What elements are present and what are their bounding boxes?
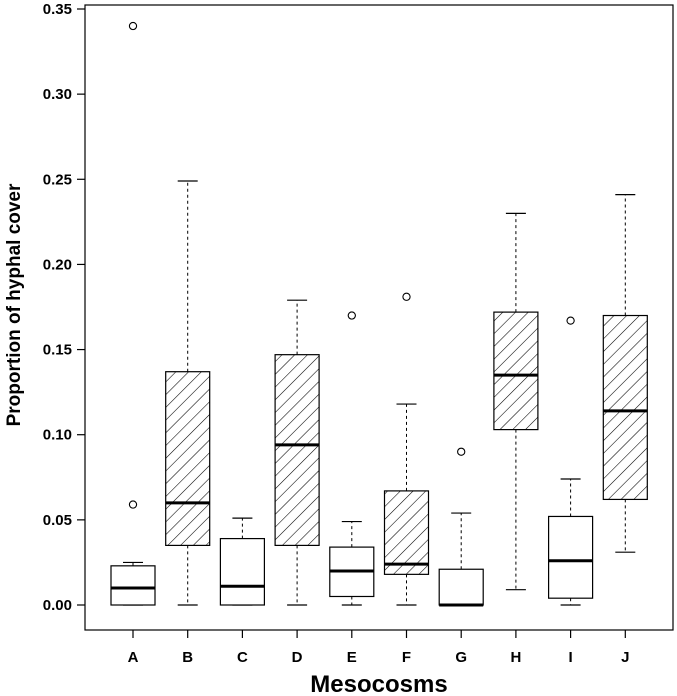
box-body bbox=[547, 515, 594, 599]
x-tick-label: B bbox=[182, 649, 193, 666]
x-tick-label: D bbox=[292, 649, 303, 666]
box-body bbox=[110, 565, 156, 606]
box-F bbox=[383, 292, 430, 606]
x-tick-label: A bbox=[128, 649, 139, 666]
box-body bbox=[383, 490, 430, 575]
box-A bbox=[110, 21, 156, 606]
x-tick-label: C bbox=[237, 649, 248, 666]
box-body bbox=[165, 371, 211, 546]
outlier-point bbox=[347, 311, 356, 320]
y-tick-label: 0.00 bbox=[43, 597, 72, 614]
box-body bbox=[274, 354, 320, 546]
x-tick-label: H bbox=[510, 649, 521, 666]
x-tick-label: J bbox=[621, 649, 629, 666]
box-body bbox=[493, 311, 539, 431]
box-B bbox=[165, 180, 211, 606]
box-D bbox=[274, 299, 320, 606]
x-axis-title: Mesocosms bbox=[310, 671, 447, 696]
boxes-layer bbox=[110, 21, 648, 607]
box-J bbox=[602, 194, 648, 553]
box-H bbox=[493, 212, 539, 591]
y-tick-label: 0.35 bbox=[43, 1, 72, 18]
box-E bbox=[329, 311, 375, 606]
outlier-point bbox=[402, 292, 411, 301]
x-tick-label: I bbox=[569, 649, 573, 666]
box-G bbox=[438, 447, 484, 607]
y-tick-label: 0.15 bbox=[43, 342, 72, 359]
y-tick-label: 0.20 bbox=[43, 256, 72, 273]
box-body bbox=[438, 568, 484, 606]
x-tick-label: F bbox=[402, 649, 411, 666]
box-C bbox=[219, 517, 265, 606]
outlier-point bbox=[128, 21, 138, 31]
box-body bbox=[219, 537, 265, 606]
box-body bbox=[602, 314, 648, 501]
outlier-point bbox=[566, 316, 575, 325]
x-tick-label: G bbox=[455, 649, 467, 666]
y-tick-label: 0.25 bbox=[43, 171, 72, 188]
outlier-point bbox=[457, 447, 466, 456]
plot-frame bbox=[84, 4, 674, 631]
box-I bbox=[547, 316, 594, 606]
y-tick-label: 0.30 bbox=[43, 86, 72, 103]
y-axis: 0.00 0.05 0.10 0.15 0.20 0.25 0.30 0.35 bbox=[43, 1, 85, 614]
x-axis: A B C D E F G H I J bbox=[128, 630, 629, 666]
outlier-point bbox=[128, 500, 138, 509]
x-tick-label: E bbox=[347, 649, 357, 666]
y-tick-label: 0.05 bbox=[43, 512, 72, 529]
y-tick-label: 0.10 bbox=[43, 427, 72, 444]
y-axis-title: Proportion of hyphal cover bbox=[4, 183, 25, 426]
